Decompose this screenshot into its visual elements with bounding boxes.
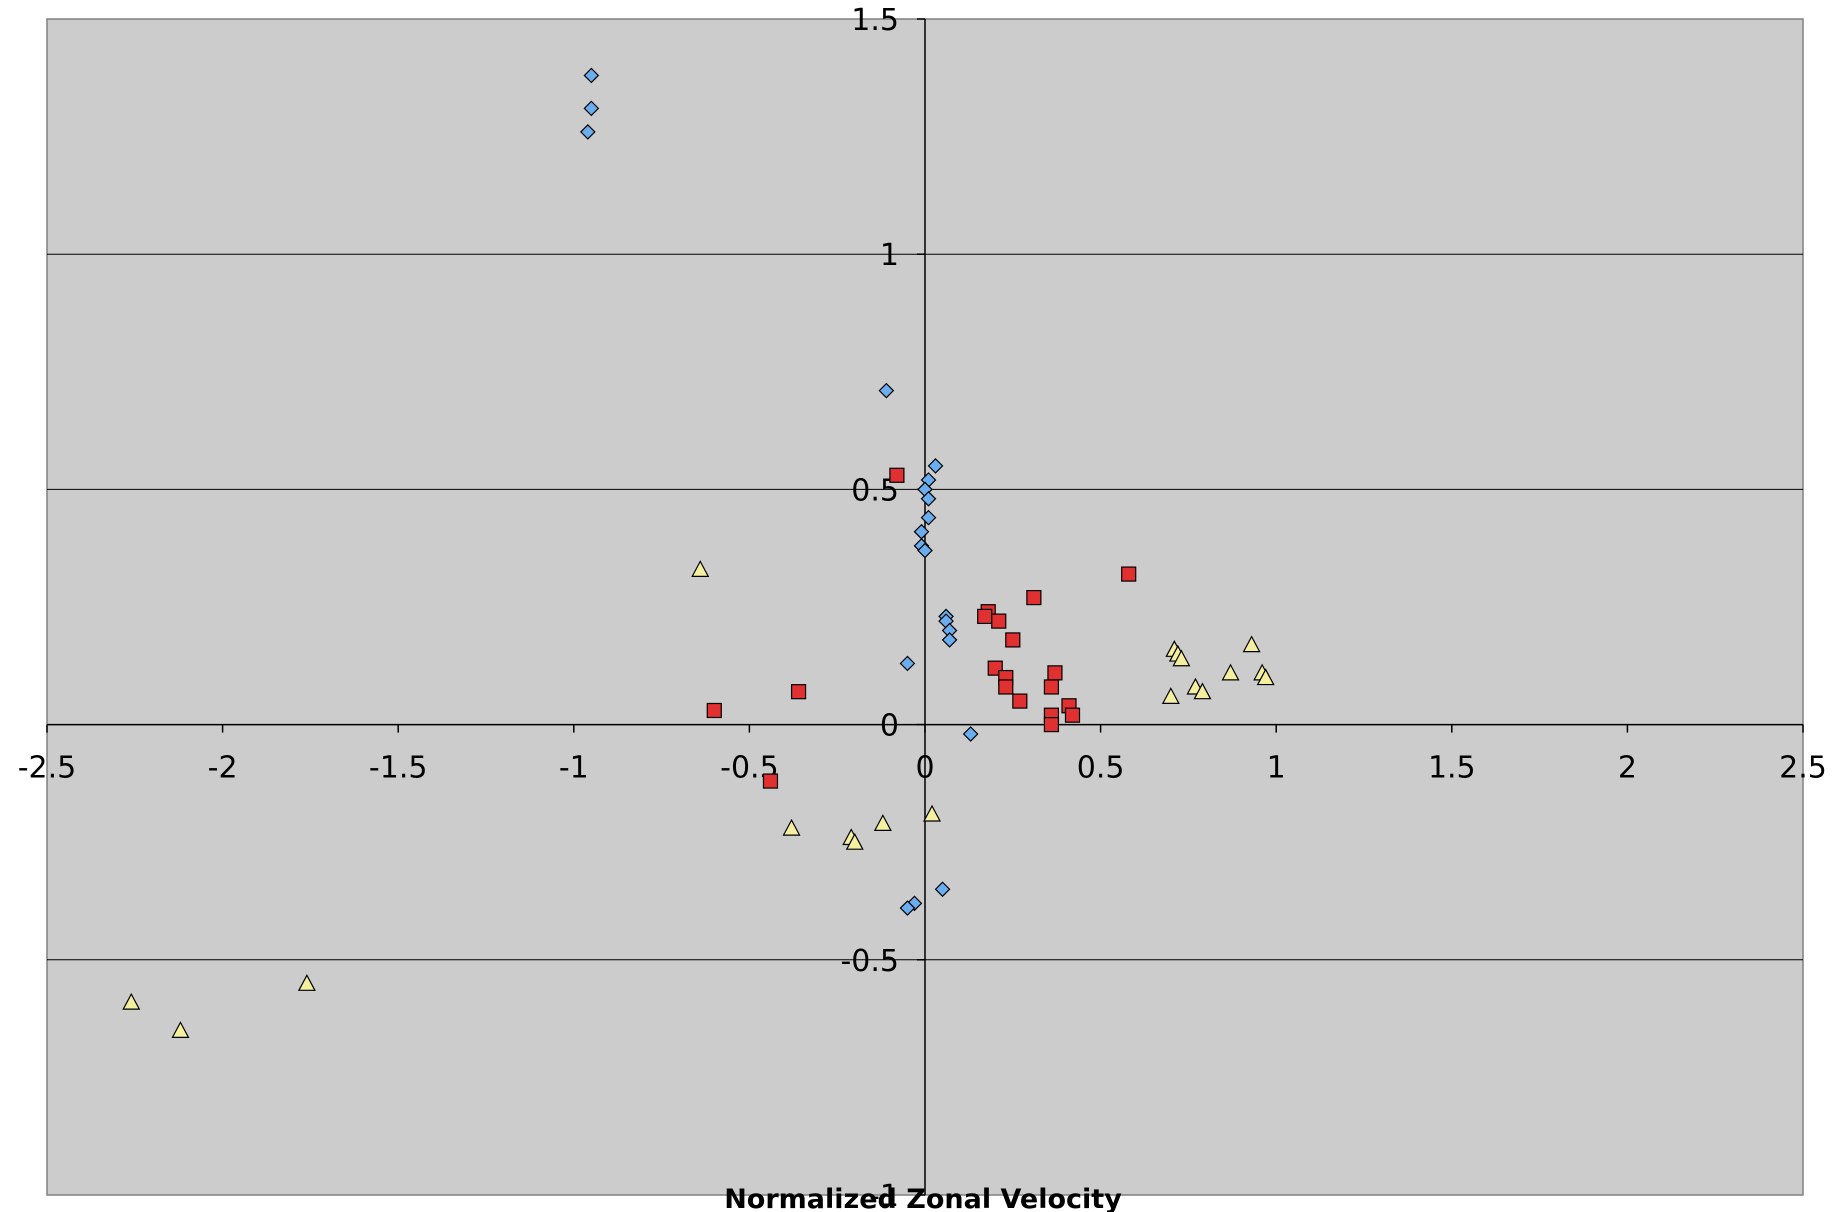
data-point-triangle (1172, 649, 1191, 667)
data-point-square (1043, 679, 1060, 695)
data-point-diamond (920, 509, 937, 526)
y-tick-label: 0 (880, 709, 899, 744)
x-tick-label: -1 (559, 751, 589, 786)
data-point-diamond (899, 900, 916, 916)
x-tick-label: 2 (1618, 751, 1637, 786)
y-tick-label: -1 (869, 1179, 899, 1212)
data-point-triangle (923, 804, 942, 822)
tick-labels: -2.5 -2 -1.5 -1 -0.5 0 0.5 1 1.5 2 2.5-1-0.500.511… (18, 3, 1827, 1212)
data-point-triangle (845, 832, 864, 850)
data-point-diamond (579, 124, 596, 140)
data-point-diamond (583, 100, 600, 117)
data-point-square (762, 773, 779, 789)
data-point-square (889, 467, 905, 483)
data-point-diamond (917, 542, 933, 559)
x-axis-title: Normalized Zonal Velocity (724, 1184, 1122, 1212)
data-point-square (1043, 716, 1060, 733)
data-point-triangle (122, 992, 141, 1010)
data-point-square (706, 702, 722, 719)
data-point-square (1012, 693, 1028, 709)
data-point-triangle (297, 974, 316, 991)
data-point-square (1026, 589, 1042, 606)
y-tick-label: -0.5 (840, 944, 899, 979)
data-point-diamond (927, 458, 944, 474)
data-point-diamond (583, 67, 600, 84)
data-point-diamond (920, 490, 937, 507)
data-point-square (977, 608, 993, 625)
data-point-triangle (691, 560, 710, 577)
x-tick-label: 0 (915, 751, 934, 786)
data-point-diamond (878, 382, 895, 399)
data-point-square (1121, 566, 1137, 582)
data-point-triangle (1161, 687, 1180, 704)
data-point-square (790, 684, 807, 700)
data-point-square (1064, 707, 1081, 723)
x-tick-label: -2.5 (18, 751, 77, 786)
x-tick-label: 2.5 (1779, 751, 1827, 786)
data-point-triangle (171, 1021, 190, 1038)
x-tick-label: 1.5 (1428, 751, 1476, 786)
axes (46, 18, 1804, 1196)
x-tick-label: -2 (208, 751, 238, 786)
data-points (122, 67, 1275, 1038)
data-point-triangle (1221, 663, 1240, 681)
data-point-triangle (873, 814, 892, 831)
data-point-square (1005, 632, 1021, 648)
data-point-square (1047, 665, 1063, 681)
data-point-diamond (962, 726, 979, 742)
data-point-diamond (941, 632, 958, 648)
data-point-diamond (899, 655, 916, 672)
x-tick-label: 1 (1267, 751, 1286, 786)
x-tick-label: -1.5 (369, 751, 428, 786)
data-point-triangle (1242, 635, 1261, 653)
data-point-square (998, 679, 1014, 695)
data-point-diamond (934, 881, 951, 898)
data-point-triangle (1193, 682, 1212, 700)
data-point-triangle (782, 818, 801, 836)
x-tick-label: 0.5 (1077, 751, 1125, 786)
data-point-triangle (1256, 668, 1275, 686)
y-tick-label: 1.5 (851, 3, 899, 38)
y-tick-label: 1 (880, 238, 899, 273)
data-point-square (991, 613, 1007, 629)
